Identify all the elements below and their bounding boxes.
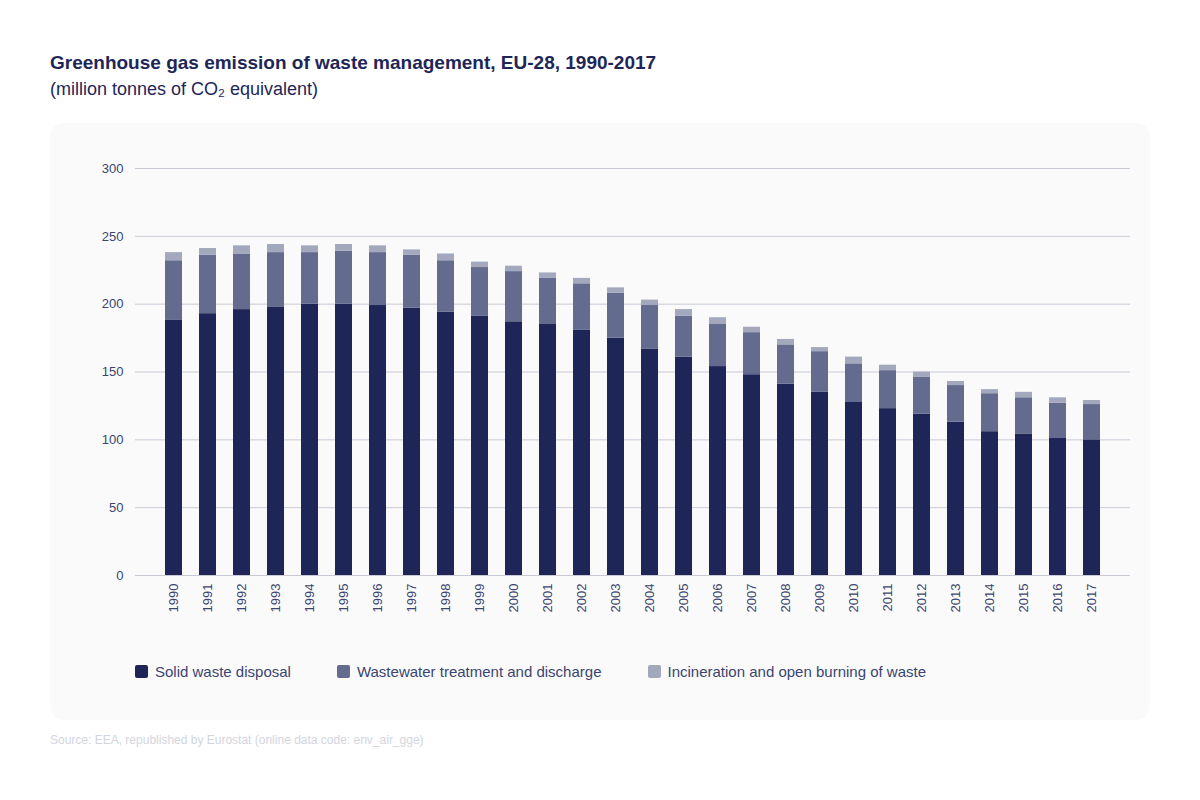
svg-text:1993: 1993 bbox=[268, 584, 283, 613]
html-text:(million tonnes of CO₂ equival: (million tonnes of CO₂ equivalent) bbox=[50, 79, 319, 99]
html-text:Greenhouse gas emission of was: Greenhouse gas emission of waste managem… bbox=[50, 52, 657, 73]
svg-text:2001: 2001 bbox=[540, 584, 555, 613]
svg-text:1995: 1995 bbox=[336, 584, 351, 613]
svg-text:2015: 2015 bbox=[1016, 584, 1031, 613]
svg-text:2004: 2004 bbox=[642, 584, 657, 613]
svg-text:300: 300 bbox=[102, 161, 124, 176]
svg-text:0: 0 bbox=[116, 568, 123, 583]
svg-text:150: 150 bbox=[102, 364, 124, 379]
svg-text:1994: 1994 bbox=[302, 584, 317, 613]
svg-text:2000: 2000 bbox=[506, 584, 521, 613]
svg-text:2006: 2006 bbox=[710, 584, 725, 613]
svg-text:2012: 2012 bbox=[914, 584, 929, 613]
svg-text:2014: 2014 bbox=[982, 584, 997, 613]
html-text:Wastewater treatment and disch: Wastewater treatment and discharge bbox=[356, 663, 602, 680]
svg-text:50: 50 bbox=[109, 500, 123, 515]
svg-text:2011: 2011 bbox=[880, 584, 895, 612]
html-text:Incineration and open burning: Incineration and open burning of waste bbox=[667, 663, 926, 680]
svg-text:1998: 1998 bbox=[438, 584, 453, 613]
html-text:Source: EEA, republished by Eu: Source: EEA, republished by Eurostat (on… bbox=[50, 733, 424, 747]
svg-text:2007: 2007 bbox=[744, 584, 759, 613]
svg-text:2016: 2016 bbox=[1050, 584, 1065, 613]
svg-text:2010: 2010 bbox=[846, 584, 861, 613]
svg-text:2009: 2009 bbox=[812, 584, 827, 613]
svg-text:2013: 2013 bbox=[948, 584, 963, 613]
svg-text:1991: 1991 bbox=[200, 584, 215, 613]
svg-text:1990: 1990 bbox=[166, 584, 181, 613]
svg-text:2017: 2017 bbox=[1084, 584, 1099, 613]
svg-text:2005: 2005 bbox=[676, 584, 691, 613]
svg-text:2003: 2003 bbox=[608, 584, 623, 613]
svg-text:2002: 2002 bbox=[574, 584, 589, 613]
svg-text:1996: 1996 bbox=[370, 584, 385, 613]
svg-text:1997: 1997 bbox=[404, 584, 419, 613]
html-text:Solid waste disposal: Solid waste disposal bbox=[155, 663, 291, 680]
svg-text:100: 100 bbox=[102, 432, 124, 447]
svg-text:1999: 1999 bbox=[472, 584, 487, 613]
svg-text:2008: 2008 bbox=[778, 584, 793, 613]
svg-text:1992: 1992 bbox=[234, 584, 249, 613]
svg-text:250: 250 bbox=[102, 228, 124, 243]
svg-text:200: 200 bbox=[102, 296, 124, 311]
